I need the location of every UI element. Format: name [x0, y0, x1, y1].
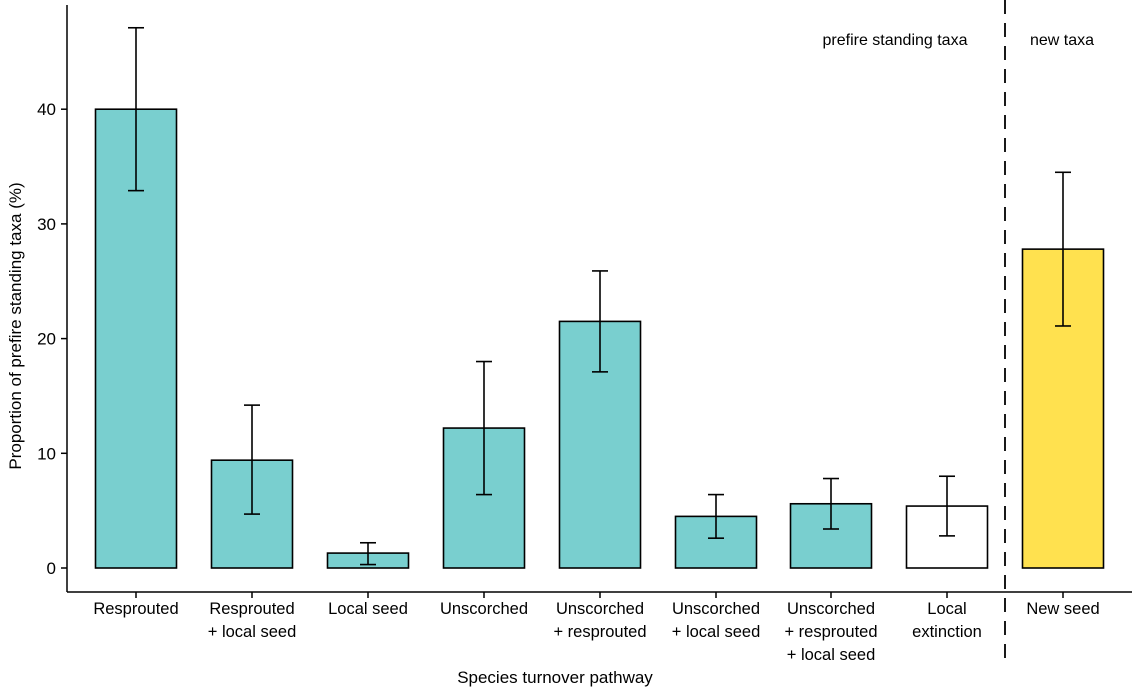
x-tick-label-line: + resprouted	[553, 623, 646, 641]
x-tick-label-line: Local	[927, 600, 966, 618]
x-tick-label-line: + local seed	[672, 623, 761, 641]
error-bar	[939, 475, 955, 537]
x-tick-label: Unscorched + resprouted	[553, 600, 646, 641]
x-tick-label: Resprouted	[93, 600, 178, 618]
y-axis-ticks: 0 10 20 30 40	[37, 100, 67, 578]
x-tick-label-line: Resprouted	[93, 600, 178, 618]
error-bar	[244, 404, 260, 515]
x-tick-label-line: New seed	[1026, 600, 1099, 618]
annotation-prefire-standing-taxa: prefire standing taxa	[823, 32, 968, 49]
x-tick-label: Unscorched	[440, 600, 528, 618]
error-bar	[128, 26, 144, 192]
x-tick-label-line: Unscorched	[672, 600, 760, 618]
x-tick-label-line: + local seed	[208, 623, 297, 641]
error-bars	[128, 26, 1071, 566]
x-tick-label-line: + local seed	[787, 646, 876, 664]
y-tick-label: 20	[37, 330, 56, 349]
x-axis-ticks: Resprouted Resprouted + local seed Local se…	[93, 592, 1100, 664]
error-bar	[708, 493, 724, 539]
y-tick-label: 40	[37, 100, 56, 119]
x-tick-label: New seed	[1026, 600, 1099, 618]
bar	[442, 427, 526, 569]
y-tick-label: 10	[37, 444, 56, 463]
x-tick-label-line: Unscorched	[787, 600, 875, 618]
y-axis-label: Proportion of prefire standing taxa (%)	[6, 182, 25, 469]
x-tick-label-line: Unscorched	[556, 600, 644, 618]
error-bar	[592, 270, 608, 373]
x-axis-label: Species turnover pathway	[457, 668, 653, 687]
x-tick-label-line: + resprouted	[784, 623, 877, 641]
x-tick-label-line: extinction	[912, 623, 982, 641]
error-bar	[1055, 171, 1071, 327]
x-tick-label: Unscorched + local seed	[672, 600, 761, 641]
y-tick-label: 0	[47, 559, 56, 578]
x-tick-label: Unscorched + resprouted + local seed	[784, 600, 877, 664]
x-tick-label-line: Resprouted	[209, 600, 294, 618]
x-tick-label: Local extinction	[912, 600, 982, 641]
error-bar	[823, 477, 839, 530]
x-tick-label-line: Unscorched	[440, 600, 528, 618]
error-bar	[360, 541, 376, 566]
error-bar	[476, 360, 492, 496]
x-tick-label: Local seed	[328, 600, 408, 618]
x-tick-label-line: Local seed	[328, 600, 408, 618]
y-tick-label: 30	[37, 215, 56, 234]
annotation-new-taxa: new taxa	[1030, 32, 1094, 49]
x-tick-label: Resprouted + local seed	[208, 600, 297, 641]
